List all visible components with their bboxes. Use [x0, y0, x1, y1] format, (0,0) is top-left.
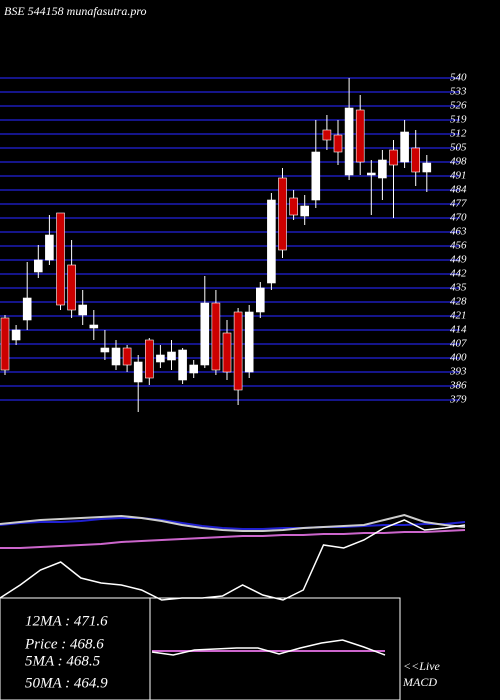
candle-body	[133, 361, 143, 383]
candle-body	[300, 205, 310, 217]
candle-body	[344, 107, 354, 176]
indicator-line	[0, 513, 466, 532]
y-tick-label: 463	[450, 226, 467, 238]
y-tick-label: 477	[450, 198, 467, 210]
candle-body	[378, 159, 387, 179]
y-tick-label: 421	[450, 310, 467, 322]
candle-body	[189, 364, 198, 374]
candle-body	[67, 264, 76, 311]
y-tick-label: 540	[450, 72, 467, 84]
y-tick-label: 414	[450, 324, 467, 336]
info-text: 50MA : 464.9	[25, 675, 108, 691]
candle-body	[267, 199, 276, 284]
y-tick-label: 449	[450, 254, 467, 266]
candle-body	[366, 172, 376, 176]
candle-body	[22, 297, 32, 321]
indicator-line	[0, 519, 466, 601]
y-tick-label: 435	[450, 282, 467, 294]
y-tick-label: 407	[450, 338, 467, 350]
macd-box	[149, 597, 401, 700]
y-tick-label: 456	[450, 240, 467, 252]
candle-body	[222, 332, 232, 373]
candle-body	[11, 329, 21, 341]
y-tick-label: 498	[450, 156, 467, 168]
info-text: Price : 468.6	[24, 636, 104, 652]
candle-body	[255, 287, 265, 313]
y-tick-label: 491	[450, 170, 467, 182]
candle-body	[355, 109, 365, 163]
candle-body	[56, 212, 65, 306]
y-tick-label: 400	[450, 352, 467, 364]
y-tick-label: 442	[450, 268, 467, 280]
y-tick-label: 470	[450, 212, 467, 224]
candle-body	[45, 234, 54, 261]
candle-body	[211, 302, 221, 371]
info-text: 12MA : 471.6	[25, 613, 108, 629]
candle-body	[400, 131, 409, 163]
y-tick-label: 386	[449, 380, 467, 392]
macd-label: <<Live	[403, 659, 441, 673]
candle-body	[145, 339, 154, 379]
candle-body	[411, 147, 421, 173]
candle-body	[100, 347, 110, 353]
candle-body	[111, 347, 121, 366]
info-text: 5MA : 468.5	[25, 653, 101, 669]
y-tick-label: 533	[450, 86, 467, 98]
candle-body	[311, 151, 321, 201]
candle-body	[244, 311, 254, 373]
candle-body	[200, 302, 210, 366]
candle-body	[278, 177, 287, 251]
macd-label: MACD	[402, 675, 437, 689]
y-tick-label: 526	[450, 100, 467, 112]
candle-body	[156, 354, 165, 363]
candle-body	[233, 311, 243, 391]
chart-title: BSE 544158 munafasutra.pro	[4, 4, 147, 18]
candle-body	[333, 134, 343, 153]
candle-body	[167, 351, 176, 361]
y-tick-label: 428	[450, 296, 467, 308]
y-tick-label: 505	[450, 142, 467, 154]
candle-body	[78, 304, 87, 316]
indicator-line	[0, 529, 466, 549]
indicator-line	[151, 639, 386, 656]
y-tick-label: 484	[450, 184, 467, 196]
indicator-line	[0, 517, 466, 530]
y-tick-label: 519	[450, 114, 467, 126]
y-tick-label: 379	[449, 394, 467, 406]
candle-body	[122, 347, 132, 366]
candle-body	[422, 162, 432, 173]
candle-body	[322, 129, 332, 141]
candle-body	[33, 259, 43, 273]
candle-body	[178, 349, 187, 381]
candle-body	[0, 317, 10, 371]
y-tick-label: 512	[450, 128, 467, 140]
candle-body	[389, 149, 398, 166]
y-tick-label: 393	[449, 366, 467, 378]
candle-body	[89, 324, 99, 329]
candle-body	[289, 197, 298, 216]
